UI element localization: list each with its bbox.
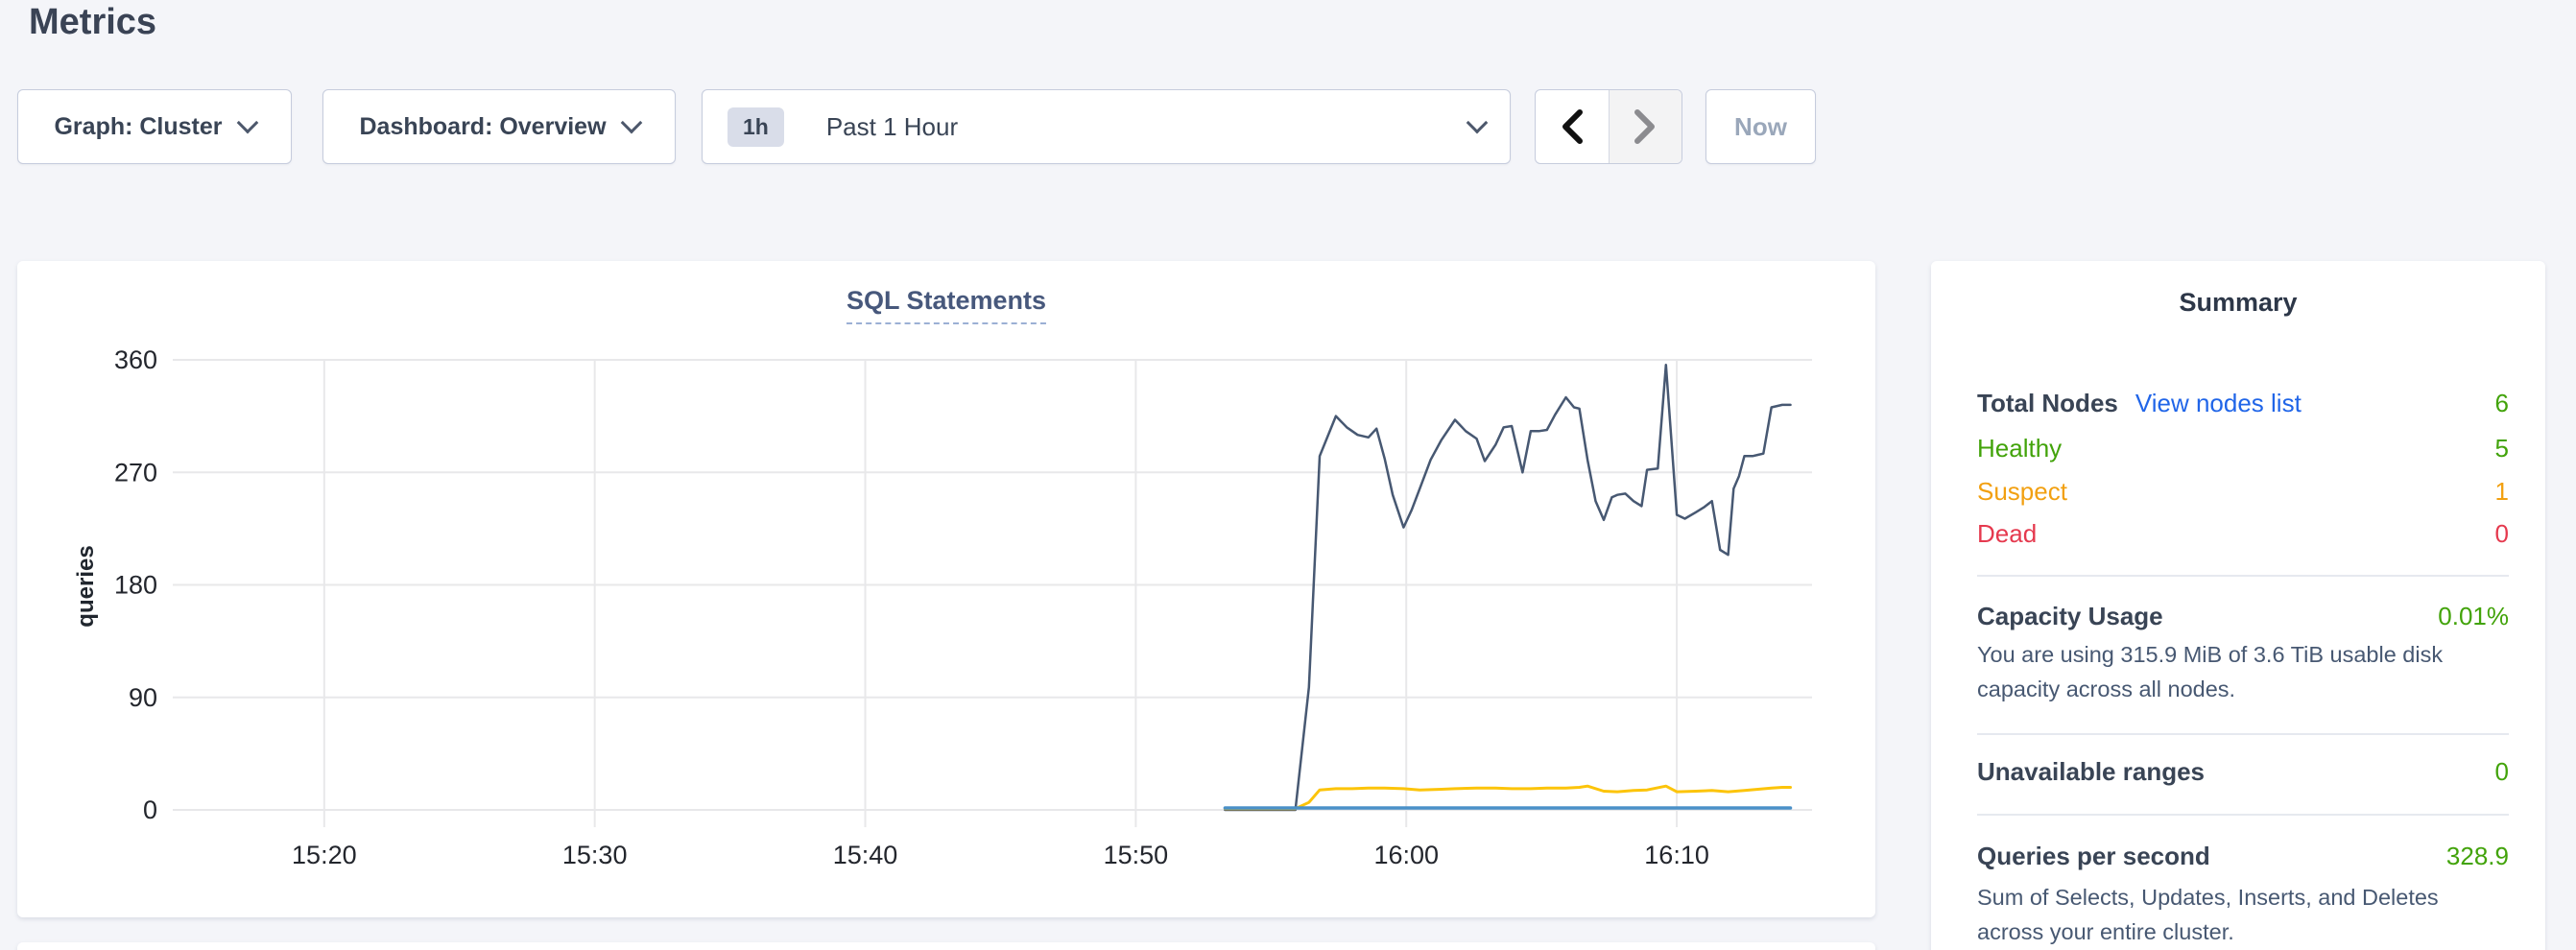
- suspect-label: Suspect: [1977, 476, 2067, 506]
- next-chart-card: [17, 942, 1875, 950]
- svg-text:16:00: 16:00: [1373, 841, 1439, 869]
- now-button[interactable]: Now: [1705, 89, 1816, 164]
- svg-text:16:10: 16:10: [1644, 841, 1709, 869]
- suspect-value: 1: [2494, 476, 2509, 506]
- previous-time-window-button[interactable]: [1536, 90, 1609, 163]
- divider: [1977, 814, 2509, 816]
- chevron-down-icon: [236, 111, 258, 134]
- summary-row-qps: Queries per second 328.9: [1977, 839, 2509, 873]
- svg-text:90: 90: [129, 683, 157, 712]
- chevron-down-icon: [1466, 111, 1489, 134]
- healthy-value: 5: [2494, 433, 2509, 463]
- divider: [1977, 575, 2509, 577]
- capacity-usage-value: 0.01%: [2438, 601, 2509, 630]
- unavailable-ranges-value: 0: [2494, 756, 2509, 786]
- summary-panel: Summary Total Nodes View nodes list 6 He…: [1931, 261, 2545, 950]
- svg-text:15:30: 15:30: [562, 841, 628, 869]
- time-range-label: Past 1 Hour: [825, 111, 959, 141]
- summary-row-dead: Dead 0: [1977, 516, 2509, 551]
- summary-row-healthy: Healthy 5: [1977, 431, 2509, 465]
- chevron-down-icon: [620, 111, 642, 134]
- svg-text:270: 270: [114, 458, 157, 487]
- now-button-label: Now: [1734, 111, 1787, 141]
- capacity-usage-label: Capacity Usage: [1977, 601, 2163, 630]
- svg-text:15:40: 15:40: [833, 841, 898, 869]
- next-time-window-button[interactable]: [1608, 90, 1682, 163]
- graph-dropdown-label: Graph: Cluster: [54, 112, 223, 140]
- capacity-usage-description: You are using 315.9 MiB of 3.6 TiB usabl…: [1977, 642, 2444, 701]
- total-nodes-value: 6: [2494, 388, 2509, 417]
- healthy-label: Healthy: [1977, 433, 2063, 463]
- time-range-selector[interactable]: 1h Past 1 Hour: [702, 89, 1511, 164]
- dashboard-dropdown-label: Dashboard: Overview: [359, 112, 607, 140]
- queries-per-second-label: Queries per second: [1977, 841, 2210, 870]
- page-title: Metrics: [29, 2, 157, 42]
- svg-text:15:50: 15:50: [1104, 841, 1169, 869]
- dashboard-dropdown[interactable]: Dashboard: Overview: [322, 89, 676, 164]
- chevron-right-icon: [1634, 109, 1656, 144]
- chevron-left-icon: [1562, 109, 1583, 144]
- svg-text:180: 180: [114, 571, 157, 600]
- summary-row-unavailable-ranges: Unavailable ranges 0: [1977, 754, 2509, 789]
- unavailable-ranges-label: Unavailable ranges: [1977, 756, 2205, 786]
- y-axis-label: queries: [73, 545, 99, 628]
- queries-per-second-description: Sum of Selects, Updates, Inserts, and De…: [1977, 885, 2439, 944]
- time-range-badge: 1h: [727, 107, 784, 147]
- svg-text:15:20: 15:20: [292, 841, 357, 869]
- svg-text:360: 360: [114, 345, 157, 374]
- sql-statements-chart-card: SQL Statements queries 15:20 15:30 15:40 15…: [17, 261, 1875, 917]
- dead-value: 0: [2494, 518, 2509, 548]
- summary-row-total-nodes: Total Nodes View nodes list 6: [1977, 386, 2509, 420]
- summary-title: Summary: [2179, 288, 2298, 317]
- summary-row-suspect: Suspect 1: [1977, 474, 2509, 509]
- dead-label: Dead: [1977, 518, 2038, 548]
- total-nodes-label: Total Nodes: [1977, 388, 2118, 417]
- chart-series-navy-line: [1224, 363, 1792, 812]
- divider: [1977, 733, 2509, 735]
- sql-statements-plot[interactable]: 15:20 15:30 15:40 15:50 16:00 16:10 0 90 180 270 3…: [114, 345, 1841, 883]
- chart-title[interactable]: SQL Statements: [846, 286, 1047, 324]
- queries-per-second-value: 328.9: [2445, 841, 2509, 870]
- chart-series-yellow-line: [1223, 784, 1792, 811]
- summary-row-capacity: Capacity Usage 0.01%: [1977, 599, 2509, 633]
- svg-text:0: 0: [143, 796, 157, 824]
- time-window-pager: [1535, 89, 1682, 164]
- graph-dropdown[interactable]: Graph: Cluster: [17, 89, 292, 164]
- view-nodes-list-link[interactable]: View nodes list: [2135, 388, 2302, 417]
